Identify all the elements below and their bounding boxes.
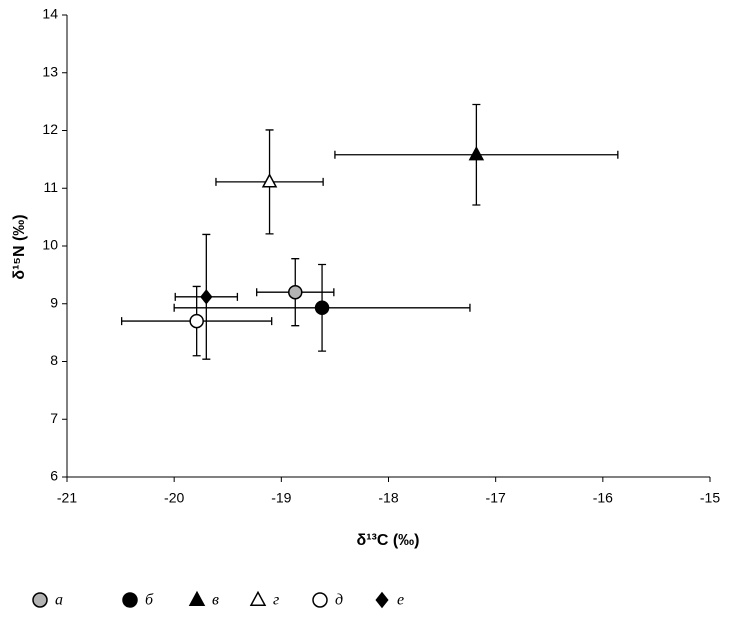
- y-tick-label: 12: [42, 121, 58, 137]
- x-tick-label: -16: [593, 490, 613, 506]
- legend-text: в: [212, 592, 219, 609]
- legend-marker: [375, 591, 389, 609]
- legend-marker: [188, 590, 206, 606]
- x-tick-label: -21: [57, 490, 77, 506]
- y-tick-label: 7: [50, 410, 58, 426]
- x-axis-label: δ¹³C (‰): [356, 532, 419, 549]
- x-tick-label: -18: [378, 490, 398, 506]
- point: [200, 289, 213, 305]
- x-tick-label: -20: [164, 490, 184, 506]
- y-tick-label: 9: [50, 294, 58, 310]
- y-tick-label: 13: [42, 63, 58, 79]
- y-tick-label: 11: [43, 179, 58, 195]
- y-tick-label: 6: [50, 468, 58, 484]
- y-tick-label: 8: [50, 352, 58, 368]
- legend-marker: [32, 592, 48, 608]
- x-tick-label: -19: [271, 490, 291, 506]
- legend-marker: [312, 592, 328, 608]
- legend-text: а: [55, 592, 63, 609]
- x-tick-label: -15: [700, 490, 720, 506]
- y-axis-label: δ¹⁵N (‰): [11, 214, 28, 279]
- point: [261, 173, 278, 188]
- x-tick-label: -17: [486, 490, 506, 506]
- legend-text: б: [145, 592, 154, 609]
- legend-text: е: [397, 592, 404, 609]
- legend-marker: [122, 592, 138, 608]
- y-tick-label: 14: [42, 6, 58, 22]
- legend-text: г: [273, 592, 279, 609]
- point: [189, 313, 204, 329]
- y-tick-label: 10: [42, 237, 58, 253]
- legend-text: д: [335, 592, 343, 609]
- legend-marker: [249, 590, 267, 606]
- point: [468, 146, 485, 161]
- point: [314, 300, 330, 316]
- point: [288, 284, 303, 300]
